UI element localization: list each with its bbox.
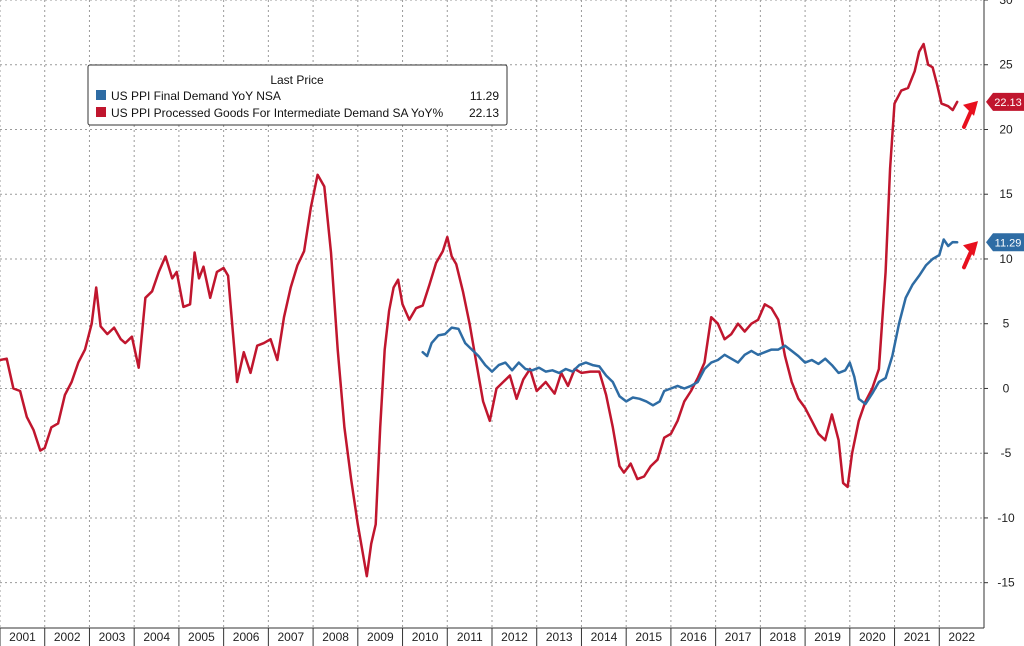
x-tick-label: 2010 [412, 630, 439, 644]
x-tick-label: 2016 [680, 630, 707, 644]
legend-swatch-final-demand [96, 90, 106, 100]
x-tick-label: 2004 [143, 630, 170, 644]
last-value-badge-1: 11.29 [962, 233, 1024, 270]
x-tick-label: 2022 [948, 630, 975, 644]
x-tick-label: 2015 [635, 630, 662, 644]
x-tick-label: 2013 [546, 630, 573, 644]
badge-shape [986, 233, 1024, 252]
legend-label-processed-goods: US PPI Processed Goods For Intermediate … [111, 106, 444, 120]
x-tick-label: 2008 [322, 630, 349, 644]
y-tick-label: -15 [997, 576, 1015, 590]
y-tick-label: 0 [1003, 381, 1010, 395]
x-tick-label: 2009 [367, 630, 394, 644]
x-tick-label: 2006 [233, 630, 260, 644]
x-tick-label: 2018 [770, 630, 797, 644]
y-tick-label: 10 [999, 252, 1013, 266]
y-tick-label: -10 [997, 511, 1015, 525]
legend-title: Last Price [270, 73, 324, 87]
badge-shape [986, 92, 1024, 111]
y-tick-label: 25 [999, 58, 1013, 72]
x-tick-label: 2011 [457, 630, 483, 644]
legend-value-processed-goods: 22.13 [469, 106, 499, 120]
y-tick-label: 30 [999, 0, 1013, 7]
badge-value: 11.29 [995, 237, 1022, 249]
x-tick-label: 2002 [54, 630, 81, 644]
x-tick-label: 2007 [278, 630, 305, 644]
legend-value-final-demand: 11.29 [470, 89, 499, 103]
legend: Last Price US PPI Final Demand YoY NSA 1… [87, 64, 508, 126]
x-tick-label: 2019 [814, 630, 841, 644]
y-tick-label: 15 [999, 187, 1013, 201]
x-tick-label: 2001 [9, 630, 36, 644]
series-line-0 [0, 42, 959, 578]
x-tick-label: 2020 [859, 630, 886, 644]
x-tick-label: 2003 [99, 630, 126, 644]
y-tick-label: 5 [1003, 317, 1010, 331]
x-tick-label: 2005 [188, 630, 215, 644]
x-tick-label: 2012 [501, 630, 528, 644]
legend-label-final-demand: US PPI Final Demand YoY NSA [111, 89, 281, 103]
last-value-badge-0: 22.13 [962, 92, 1024, 129]
badge-value: 22.13 [994, 97, 1022, 109]
y-tick-label: 20 [999, 122, 1013, 136]
x-tick-labels: 2001 2002 2003 2004 2005 2006 2007 2008 2009 2010… [0, 628, 975, 646]
x-tick-label: 2014 [591, 630, 618, 644]
x-tick-label: 2021 [904, 630, 931, 644]
legend-swatch-processed-goods [96, 107, 106, 117]
arrow-icon [963, 241, 978, 257]
last-value-labels: 22.13 11.29 [962, 92, 1024, 270]
legend-box [87, 64, 508, 126]
grid [0, 0, 984, 628]
y-tick-label: -5 [1001, 446, 1012, 460]
y-tick-labels: -15 -10 -5 0 5 10 15 20 25 30 [984, 0, 1015, 590]
series-lines [0, 42, 959, 578]
series-line-1 [421, 238, 959, 407]
arrow-icon [963, 100, 978, 116]
x-tick-label: 2017 [725, 630, 752, 644]
